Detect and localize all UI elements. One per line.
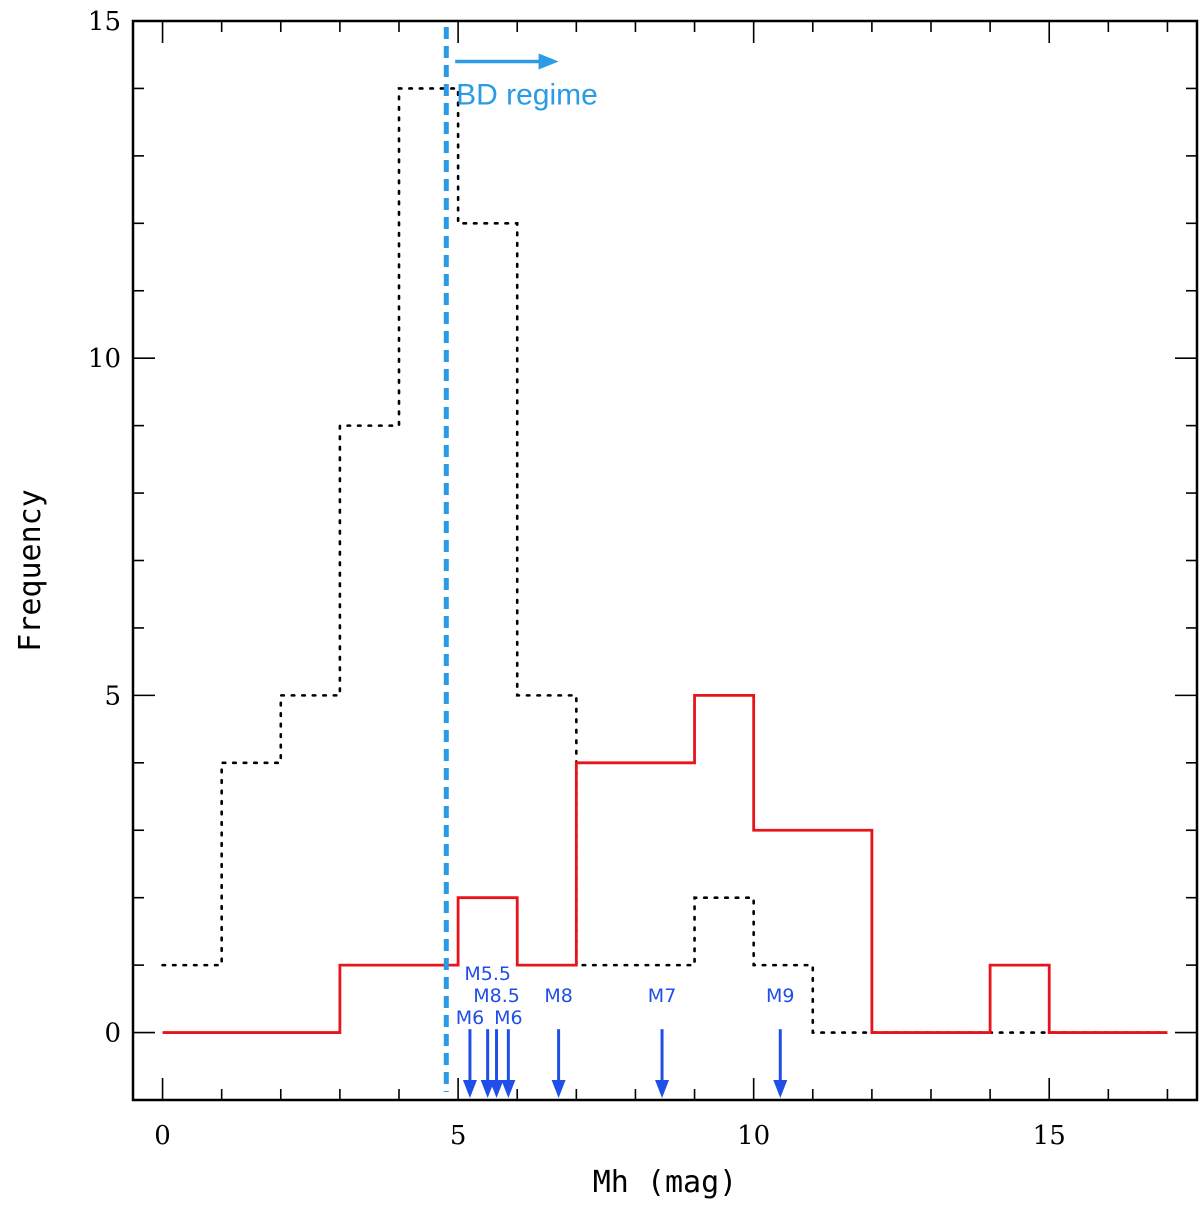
marker-arrow-head — [480, 1080, 495, 1098]
tick-labels: 0 5 10 15 0 5 10 15 — [88, 7, 1066, 1151]
marker-label: M6 — [456, 1007, 484, 1029]
marker-layer: M6 M5.5M8.5M6 M8 M7 M9 — [456, 963, 795, 1098]
bd-arrow-head — [538, 53, 559, 70]
x-tick-label: 10 — [737, 1121, 770, 1151]
bd-regime-label: BD regime — [456, 78, 598, 111]
marker-label: M8.5 — [473, 985, 520, 1007]
y-tick-label: 0 — [104, 1019, 121, 1049]
y-tick-label: 10 — [88, 344, 121, 374]
x-axis-title: Mh (mag) — [593, 1165, 738, 1200]
marker-label: M9 — [766, 985, 794, 1007]
bd-line-layer — [443, 27, 559, 1092]
dotted-histogram — [161, 87, 1169, 1034]
y-tick-label: 5 — [104, 681, 121, 711]
marker-arrow-head — [489, 1080, 504, 1098]
plot-frame — [131, 19, 1199, 1102]
y-axis-title: Frequency — [13, 489, 48, 652]
marker-arrow-head — [773, 1080, 788, 1098]
marker-label: M7 — [648, 985, 676, 1007]
solid-histogram — [162, 693, 1168, 1034]
major-ticks — [133, 20, 1197, 1100]
marker-label: M6 — [494, 1007, 522, 1029]
marker-arrow-head — [551, 1080, 566, 1098]
marker-label: M8 — [544, 985, 572, 1007]
x-tick-label: 15 — [1033, 1121, 1066, 1151]
x-tick-label: 5 — [450, 1121, 467, 1151]
minor-ticks — [133, 21, 1197, 1101]
marker-arrow-head — [655, 1080, 670, 1098]
marker-label: M5.5 — [464, 963, 511, 985]
marker-arrow-head — [462, 1080, 477, 1098]
series-layer — [161, 87, 1169, 1034]
y-tick-label: 15 — [88, 7, 121, 37]
marker-arrow-head — [501, 1080, 516, 1098]
x-tick-label: 0 — [154, 1121, 171, 1151]
